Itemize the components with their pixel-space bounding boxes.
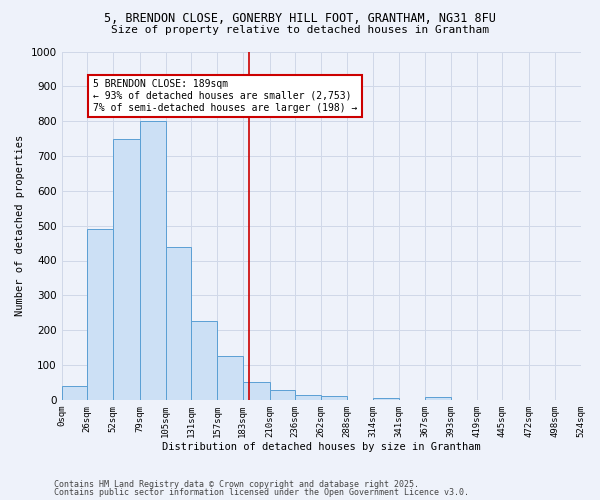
Bar [425,397,451,400]
Text: Size of property relative to detached houses in Grantham: Size of property relative to detached ho… [111,25,489,35]
Bar [140,121,166,400]
Text: Contains HM Land Registry data © Crown copyright and database right 2025.: Contains HM Land Registry data © Crown c… [54,480,419,489]
Bar [62,386,87,400]
Text: Contains public sector information licensed under the Open Government Licence v3: Contains public sector information licen… [54,488,469,497]
Bar [191,322,217,400]
Text: 5, BRENDON CLOSE, GONERBY HILL FOOT, GRANTHAM, NG31 8FU: 5, BRENDON CLOSE, GONERBY HILL FOOT, GRA… [104,12,496,26]
Y-axis label: Number of detached properties: Number of detached properties [15,135,25,316]
Bar [269,390,295,400]
Bar [217,356,243,400]
Bar [243,382,269,400]
Bar [295,394,321,400]
Bar [166,246,191,400]
Text: 5 BRENDON CLOSE: 189sqm
← 93% of detached houses are smaller (2,753)
7% of semi-: 5 BRENDON CLOSE: 189sqm ← 93% of detache… [93,80,358,112]
X-axis label: Distribution of detached houses by size in Grantham: Distribution of detached houses by size … [161,442,481,452]
Bar [113,138,140,400]
Bar [373,398,399,400]
Bar [321,396,347,400]
Bar [87,229,113,400]
